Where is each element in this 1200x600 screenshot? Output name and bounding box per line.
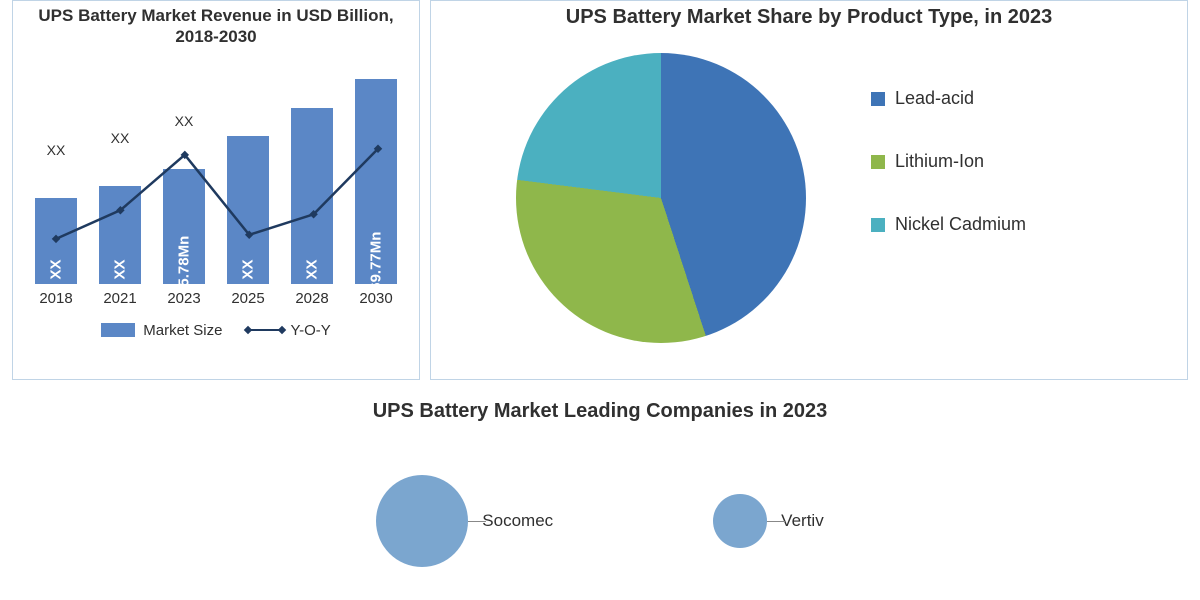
pie-legend-label: Lithium-Ion bbox=[895, 151, 984, 172]
bar-2023: XX955.78Mn bbox=[163, 169, 205, 284]
bar-rect: XX bbox=[99, 186, 141, 284]
bar-value-label: XX bbox=[48, 259, 65, 279]
pie-legend-item: Nickel Cadmium bbox=[871, 214, 1026, 235]
company-bubble: Vertiv bbox=[713, 494, 824, 548]
bar-value-label: XX bbox=[240, 259, 257, 279]
pie-legend-item: Lead-acid bbox=[871, 88, 1026, 109]
bar-2025: XX bbox=[227, 136, 269, 284]
x-label: 2018 bbox=[35, 290, 77, 312]
bar-rect: XX bbox=[291, 108, 333, 284]
bar-rect: 1769.77Mn bbox=[355, 79, 397, 284]
revenue-legend: Market Size Y-O-Y bbox=[13, 322, 419, 339]
x-label: 2028 bbox=[291, 290, 333, 312]
legend-market-size: Market Size bbox=[101, 322, 222, 339]
pie-legend-label: Nickel Cadmium bbox=[895, 214, 1026, 235]
revenue-chart-area: XXXXXXXXXX955.78MnXXXX1769.77Mn 20182021… bbox=[35, 62, 397, 312]
pie-chart bbox=[516, 53, 806, 343]
company-label: Socomec bbox=[482, 511, 553, 531]
bar-2018: XXXX bbox=[35, 198, 77, 284]
revenue-panel: UPS Battery Market Revenue in USD Billio… bbox=[12, 0, 420, 380]
bar-value-label: XX bbox=[304, 259, 321, 279]
company-label: Vertiv bbox=[781, 511, 824, 531]
x-label: 2025 bbox=[227, 290, 269, 312]
leading-companies-bubbles: Socomec Vertiv bbox=[0, 475, 1200, 567]
bar-2021: XXXX bbox=[99, 186, 141, 284]
pie-legend-swatch-icon bbox=[871, 92, 885, 106]
legend-yoy-label: Y-O-Y bbox=[290, 322, 330, 339]
x-label: 2030 bbox=[355, 290, 397, 312]
x-label: 2021 bbox=[99, 290, 141, 312]
pie-legend-item: Lithium-Ion bbox=[871, 151, 1026, 172]
bar-rect: XX bbox=[227, 136, 269, 284]
bar-rect: 955.78Mn bbox=[163, 169, 205, 284]
market-size-swatch-icon bbox=[101, 323, 135, 337]
bubble-icon bbox=[376, 475, 468, 567]
bar-top-label: XX bbox=[175, 113, 194, 129]
bar-top-label: XX bbox=[111, 130, 130, 146]
pie-chart-area: Lead-acid Lithium-Ion Nickel Cadmium bbox=[431, 38, 1187, 358]
pie-legend-swatch-icon bbox=[871, 155, 885, 169]
company-bubble: Socomec bbox=[376, 475, 553, 567]
yoy-swatch-icon bbox=[248, 329, 282, 331]
legend-market-size-label: Market Size bbox=[143, 322, 222, 339]
share-panel: UPS Battery Market Share by Product Type… bbox=[430, 0, 1188, 380]
bubble-leader-line bbox=[468, 521, 486, 522]
revenue-chart-title: UPS Battery Market Revenue in USD Billio… bbox=[13, 1, 419, 48]
bar-value-label: XX bbox=[112, 259, 129, 279]
bar-top-label: XX bbox=[47, 142, 66, 158]
bar-row: XXXXXXXXXX955.78MnXXXX1769.77Mn bbox=[35, 79, 397, 284]
x-axis-labels: 2018 2021 2023 2025 2028 2030 bbox=[35, 290, 397, 312]
x-label: 2023 bbox=[163, 290, 205, 312]
bar-2028: XX bbox=[291, 108, 333, 284]
bubble-leader-line bbox=[767, 521, 785, 522]
pie-legend: Lead-acid Lithium-Ion Nickel Cadmium bbox=[871, 88, 1026, 235]
bar-2030: 1769.77Mn bbox=[355, 79, 397, 284]
pie-legend-label: Lead-acid bbox=[895, 88, 974, 109]
pie-legend-swatch-icon bbox=[871, 218, 885, 232]
bar-rect: XX bbox=[35, 198, 77, 284]
legend-yoy: Y-O-Y bbox=[248, 322, 330, 339]
leading-companies-title: UPS Battery Market Leading Companies in … bbox=[0, 400, 1200, 423]
pie-chart-title: UPS Battery Market Share by Product Type… bbox=[431, 1, 1187, 30]
bubble-icon bbox=[713, 494, 767, 548]
